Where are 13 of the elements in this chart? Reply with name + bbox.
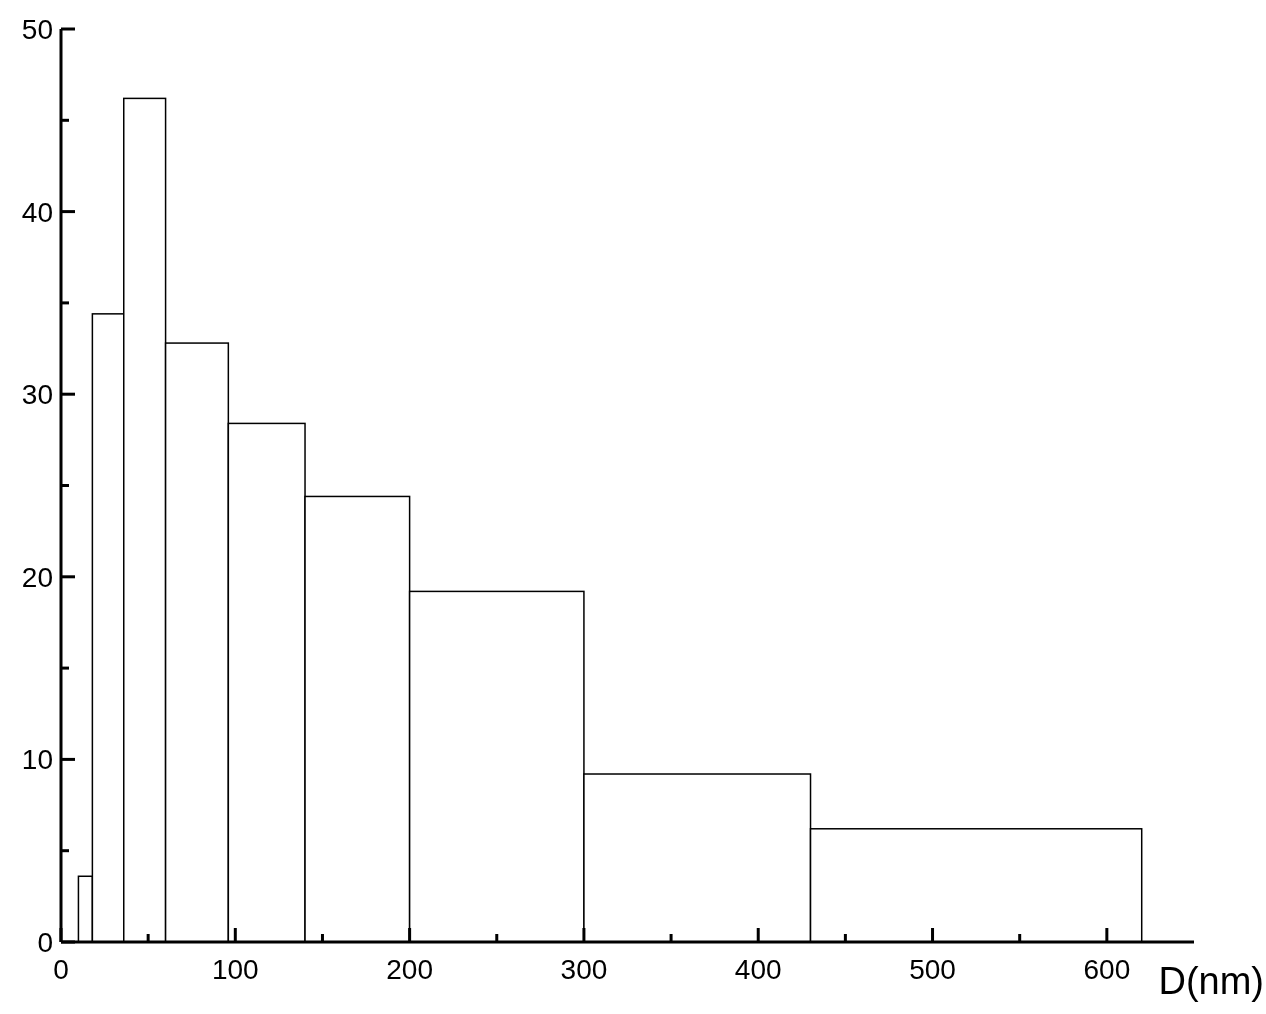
y-tick-label: 30 [21, 379, 53, 411]
y-tick-label: 50 [21, 14, 53, 45]
y-tick-label: 40 [21, 196, 53, 228]
x-tick-label: 400 [734, 954, 782, 985]
x-tick-label: 300 [560, 954, 608, 985]
x-tick-label: 200 [386, 954, 433, 985]
x-tick-label: 600 [1083, 954, 1131, 985]
x-axis-title: D(nm) [1158, 960, 1264, 1002]
x-tick-label: 100 [211, 954, 259, 985]
y-tick-label: 20 [21, 561, 53, 593]
y-tick-label: 10 [21, 744, 53, 776]
y-tick-label: 0 [37, 927, 53, 958]
x-tick-label: 500 [909, 954, 956, 985]
